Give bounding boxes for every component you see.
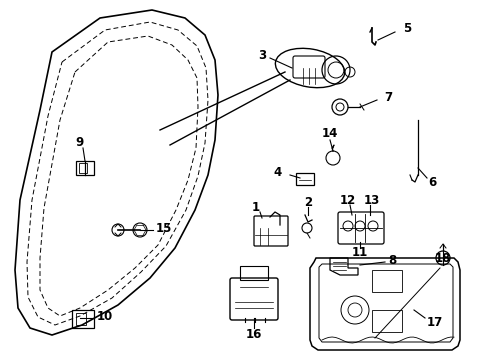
Text: 9: 9 (76, 135, 84, 149)
Text: 2: 2 (304, 195, 311, 208)
Text: 8: 8 (387, 253, 395, 266)
Text: 7: 7 (383, 90, 391, 104)
Circle shape (133, 223, 147, 237)
Text: 10: 10 (97, 310, 113, 323)
Circle shape (112, 224, 124, 236)
Text: 15: 15 (156, 221, 172, 234)
Text: 3: 3 (257, 49, 265, 62)
Text: 1: 1 (251, 201, 260, 213)
Text: 11: 11 (351, 247, 367, 260)
Text: 16: 16 (245, 328, 262, 342)
Text: 5: 5 (402, 22, 410, 35)
Text: 12: 12 (339, 194, 355, 207)
Text: 18: 18 (434, 252, 450, 265)
Text: 4: 4 (273, 166, 282, 179)
Text: 13: 13 (363, 194, 379, 207)
Text: 14: 14 (321, 126, 338, 140)
Text: 17: 17 (426, 315, 442, 328)
Text: 6: 6 (427, 176, 435, 189)
